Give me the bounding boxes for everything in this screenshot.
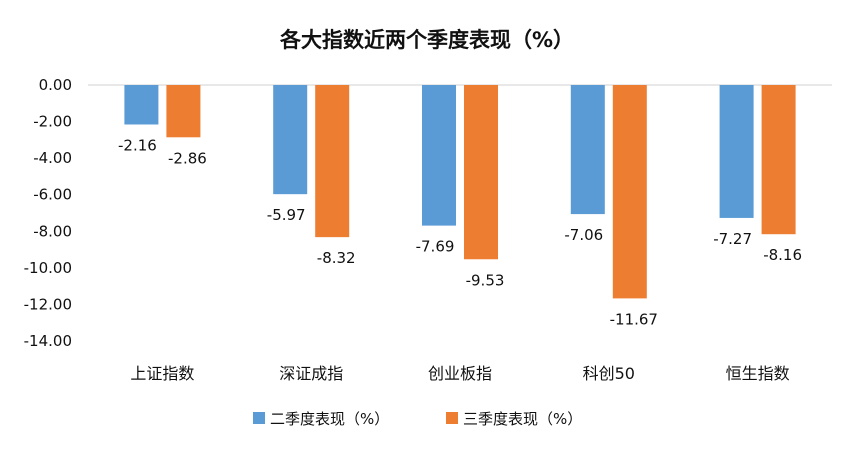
- data-label-q2: -5.97: [267, 206, 306, 224]
- y-tick-label: -10.00: [24, 259, 72, 277]
- y-tick-label: -2.00: [33, 113, 72, 131]
- y-tick-label: -6.00: [33, 186, 72, 204]
- bar-q3: [464, 85, 498, 260]
- bar-q2: [273, 85, 308, 195]
- y-tick-label: -12.00: [24, 295, 72, 313]
- y-tick-label: -4.00: [33, 149, 72, 167]
- bar-q3: [166, 85, 201, 138]
- x-tick-label: 创业板指: [428, 364, 492, 383]
- x-axis: 上证指数 深证成指 创业板指 科创50 恒生指数: [130, 364, 789, 383]
- bar-q3: [612, 85, 647, 299]
- legend-label-q2: 二季度表现（%）: [270, 410, 389, 428]
- bar-q3: [315, 85, 350, 238]
- bar-q2: [570, 85, 605, 215]
- x-tick-label: 科创50: [583, 364, 635, 383]
- data-label-q3: -11.67: [610, 310, 658, 328]
- data-labels-group: -2.16 -2.86 -5.97 -8.32 -7.69 -9.53 -7.06 -11.6…: [118, 136, 802, 328]
- x-tick-label: 上证指数: [130, 364, 194, 383]
- y-tick-label: 0.00: [39, 76, 72, 94]
- data-label-q2: -7.69: [416, 238, 455, 256]
- data-label-q3: -8.16: [763, 246, 802, 264]
- legend-swatch-q3: [446, 412, 458, 424]
- bar-q3: [761, 85, 796, 235]
- chart-title: 各大指数近两个季度表现（%）: [279, 28, 574, 52]
- data-label-q3: -9.53: [466, 271, 505, 289]
- y-tick-label: -14.00: [24, 332, 72, 350]
- legend-swatch-q2: [253, 412, 265, 424]
- data-label-q3: -2.86: [168, 149, 207, 167]
- bar-q2: [719, 85, 754, 218]
- data-label-q2: -7.27: [713, 230, 752, 248]
- legend-label-q3: 三季度表现（%）: [463, 410, 582, 428]
- y-tick-label: -8.00: [33, 222, 72, 240]
- bar-q2: [124, 85, 159, 125]
- x-tick-label: 恒生指数: [726, 364, 790, 383]
- legend: 二季度表现（%） 三季度表现（%）: [253, 410, 582, 428]
- y-axis: 0.00 -2.00 -4.00 -6.00 -8.00 -10.00 -12.00 -14.…: [24, 76, 72, 350]
- x-tick-label: 深证成指: [279, 364, 343, 383]
- data-label-q2: -2.16: [118, 136, 157, 154]
- bar-q2: [422, 85, 456, 226]
- data-label-q2: -7.06: [564, 226, 603, 244]
- bars-group: [124, 85, 796, 299]
- data-label-q3: -8.32: [317, 249, 356, 267]
